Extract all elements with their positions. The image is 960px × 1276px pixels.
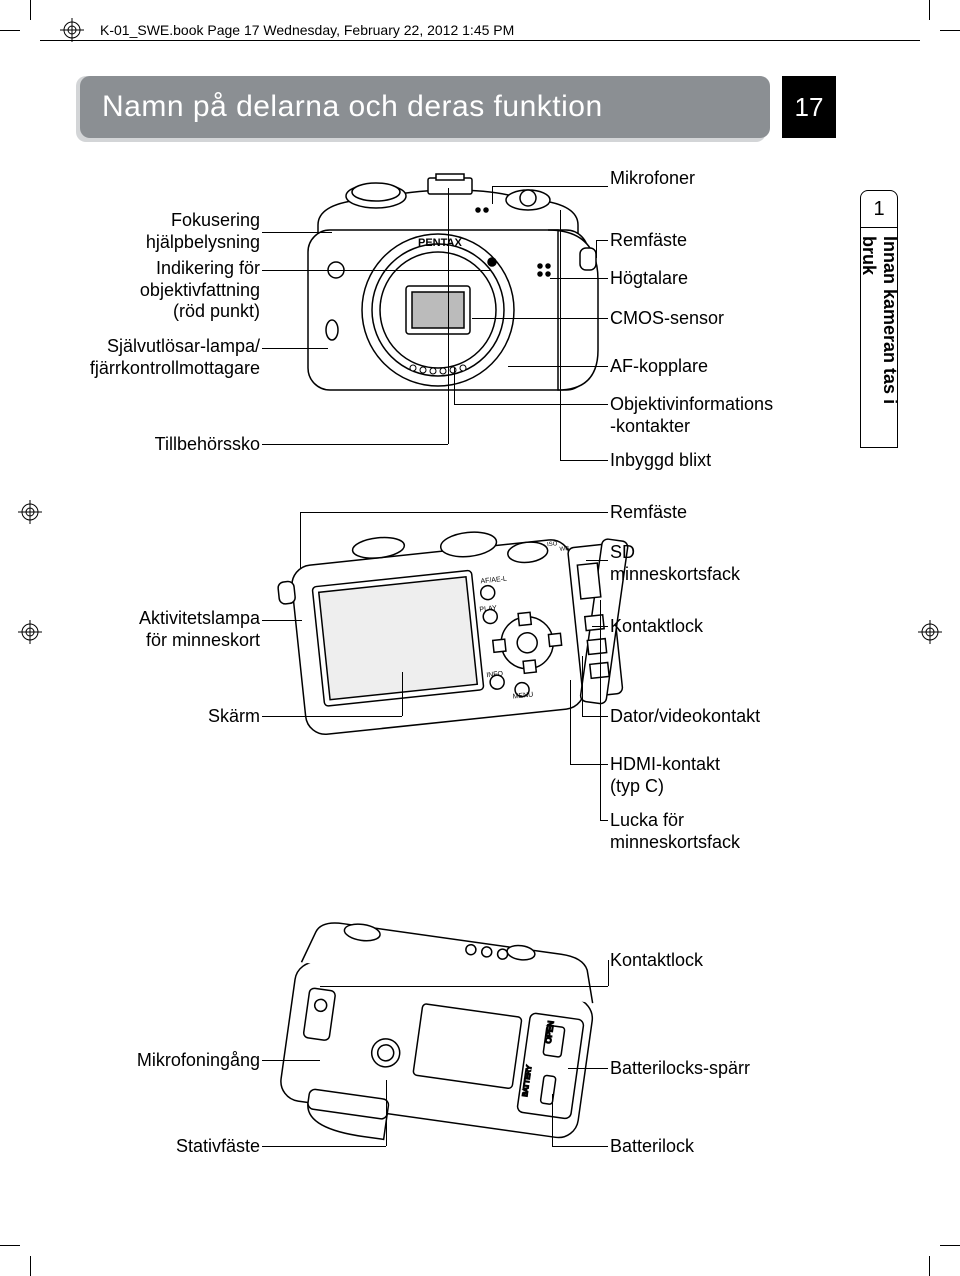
label-remfaste2: Remfäste [610,502,687,524]
chapter-title-vertical: Innan kameran tas i bruk [860,228,898,448]
leader-line [262,1146,386,1147]
leader-line [586,560,608,561]
registration-mark-icon [918,620,942,644]
leader-line [508,366,608,367]
crop-mark [0,1245,20,1246]
crop-mark [929,0,930,20]
svg-text:ISO: ISO [547,541,558,548]
leader-line [262,232,332,233]
registration-mark-icon [18,620,42,644]
leader-line [568,1068,608,1069]
leader-line [570,764,608,765]
page-number-badge: 17 [782,76,836,138]
registration-mark-icon [18,500,42,524]
crop-mark [929,1256,930,1276]
label-batterilock: Batterilock [610,1136,694,1158]
camera-bottom-diagram: OPEN BATTERY [258,910,618,1170]
chapter-title: Innan kameran tas i bruk [858,236,900,447]
header-rule [40,40,920,41]
label-hdmi: HDMI-kontakt (typ C) [610,754,720,797]
chapter-number: 1 [873,198,884,221]
label-tillbehorssko: Tillbehörssko [120,434,260,456]
running-header: K-01_SWE.book Page 17 Wednesday, Februar… [100,22,514,38]
leader-line [560,460,608,461]
label-af: AF-kopplare [610,356,708,378]
leader-line [492,186,608,187]
label-batterilocks: Batterilocks-spärr [610,1058,750,1080]
leader-line [596,240,608,241]
leader-line [600,820,608,821]
label-mikrofoner: Mikrofoner [610,168,695,190]
leader-line [608,960,609,986]
label-kontaktlock1: Kontaktlock [610,616,703,638]
svg-text:PENTAX: PENTAX [418,237,462,249]
leader-line [386,1080,387,1146]
leader-line [402,672,403,716]
label-sd: SD minneskortsfack [610,542,740,585]
leader-line [582,716,608,717]
crop-mark [30,0,31,20]
leader-line [600,600,601,820]
label-remfaste1: Remfäste [610,230,687,252]
leader-line [300,512,301,568]
section-title-bar: Namn på delarna och deras funktion [80,76,770,138]
crop-mark [940,30,960,31]
leader-line [454,368,455,404]
label-fokusering: Fokusering hjälpbelysning [100,210,260,253]
label-skarm: Skärm [160,706,260,728]
leader-line [454,404,608,405]
leader-line [262,1060,320,1061]
leader-line [262,444,448,445]
label-hogtalare: Högtalare [610,268,688,290]
leader-line [560,210,561,460]
page-number: 17 [795,92,824,123]
label-inbyggd: Inbyggd blixt [610,450,711,472]
label-lucka: Lucka för minneskortsfack [610,810,740,853]
camera-front-diagram: PENTAX [278,170,608,430]
leader-line [448,188,449,444]
registration-mark-icon [60,18,84,42]
camera-back-diagram: AF/AE-L PLAY INFO MENU ISO WB [268,500,648,770]
leader-line [596,240,597,258]
leader-line [552,1146,608,1147]
leader-line [300,512,608,513]
leader-line [262,620,302,621]
label-indikering: Indikering för objektivfattning (röd pun… [100,258,260,323]
leader-line [262,348,328,349]
leader-line [570,680,571,764]
leader-line [582,656,583,716]
label-aktivitet: Aktivitetslampa för minneskort [100,608,260,651]
crop-mark [940,1245,960,1246]
crop-mark [0,30,20,31]
chapter-number-tab: 1 [860,190,898,228]
leader-line [320,986,608,987]
label-kontaktlock2: Kontaktlock [610,950,703,972]
section-title: Namn på delarna och deras funktion [102,90,603,124]
leader-line [262,716,402,717]
label-cmos: CMOS-sensor [610,308,724,330]
crop-mark [30,1256,31,1276]
label-mikrofoningang: Mikrofoningång [100,1050,260,1072]
label-sjalvutlosar: Självutlösar-lampa/ fjärrkontrollmottaga… [70,336,260,379]
svg-text:WB: WB [559,546,569,553]
label-dator: Dator/videokontakt [610,706,760,728]
leader-line [262,270,490,271]
label-stativ: Stativfäste [120,1136,260,1158]
leader-line [492,186,493,204]
leader-line [552,1094,553,1146]
label-objektiv: Objektivinformations -kontakter [610,394,773,437]
leader-line [550,278,608,279]
leader-line [472,318,608,319]
